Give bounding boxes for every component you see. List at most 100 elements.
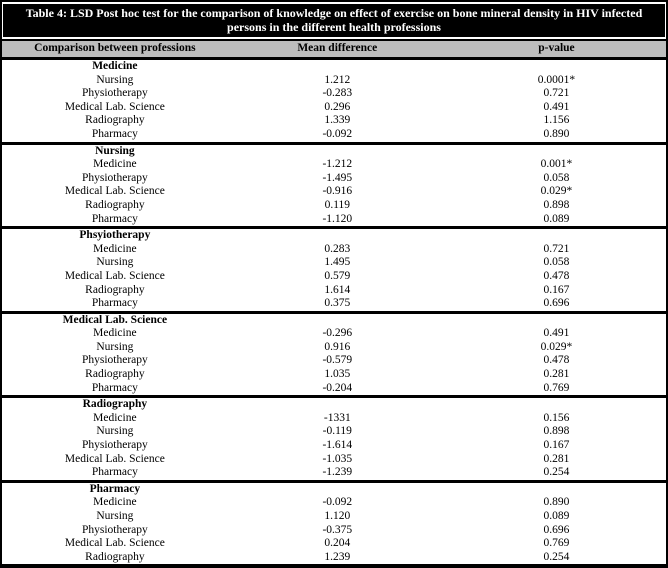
mean-difference-cell: -0.916 [322,185,353,198]
p-value-cell: 0.890 [543,496,570,509]
mean-difference-cell: -0.375 [322,523,353,536]
empty-cell [447,143,666,158]
profession-cell: Medicine [93,158,137,171]
profession-cell: Nursing [96,510,134,522]
profession-cell: Medicine [93,411,137,424]
table-row: Medicine 0.283 0.721 [2,243,666,257]
p-value-cell: 0.029* [540,340,573,353]
table-row: Nursing 0.916 0.029* [2,341,666,355]
profession-section-nursing: Nursing Medicine -1.212 0.001* Physiotherapy… [2,143,666,228]
column-header-row: Comparison between professions Mean diff… [2,39,666,60]
mean-difference-cell: 0.283 [324,242,351,255]
mean-difference-cell: 1.035 [324,368,351,381]
table-row: Pharmacy -0.204 0.769 [2,382,666,397]
group-row: Medicine [2,59,666,74]
p-value-cell: 0.721 [543,87,570,100]
mean-difference-cell: -0.204 [322,381,353,394]
p-value-cell: 0.491 [543,327,570,340]
table-row: Medicine -1.212 0.001* [2,158,666,172]
mean-difference-cell: 0.375 [324,297,351,310]
mean-difference-cell: 1.614 [324,283,351,296]
table-row: Medical Lab. Science 0.296 0.491 [2,101,666,115]
empty-cell [447,228,666,243]
table-row: Nursing 1.495 0.058 [2,256,666,270]
p-value-cell: 0.281 [543,368,570,381]
mean-difference-cell: -0.283 [322,87,353,100]
profession-cell: Physiotherapy [81,354,148,367]
table-row: Medicine -0.092 0.890 [2,496,666,510]
table-row: Medical Lab. Science 0.579 0.478 [2,270,666,284]
mean-difference-cell: 0.579 [324,269,351,282]
profession-cell: Medical Lab. Science [64,100,165,113]
table-row: Radiography 1.035 0.281 [2,368,666,382]
profession-cell: Medicine [93,496,137,509]
mean-difference-cell: -1331 [323,411,351,424]
profession-cell: Medical Lab. Science [64,185,165,198]
profession-cell: Radiography [85,550,145,563]
empty-cell [447,481,666,496]
p-value-cell: 0.089 [543,212,570,225]
col-header-mean-difference: Mean difference [227,39,447,60]
profession-cell: Physiotherapy [81,171,148,184]
table-row: Nursing -0.119 0.898 [2,425,666,439]
empty-cell [447,59,666,74]
profession-cell: Pharmacy [91,212,138,225]
table-row: Nursing 1.120 0.089 [2,510,666,524]
table-row: Radiography 0.119 0.898 [2,199,666,213]
p-value-cell: 0.089 [543,510,570,522]
p-value-cell: 0.769 [543,537,570,550]
p-value-cell: 0.478 [543,354,570,367]
col-header-comparison: Comparison between professions [2,39,228,60]
profession-cell: Medical Lab. Science [64,452,165,465]
p-value-cell: 0.696 [543,523,570,536]
mean-difference-cell: 1.239 [324,550,351,563]
empty-cell [228,59,447,74]
p-value-cell: 0.058 [543,256,570,269]
profession-cell: Physiotherapy [81,87,148,100]
p-value-cell: 0.167 [543,439,570,452]
profession-cell: Pharmacy [91,297,138,310]
mean-difference-cell: 0.916 [324,340,351,353]
group-row: Medical Lab. Science [2,312,666,327]
table-title-line-2: persons in the different health professi… [227,20,441,34]
profession-cell: Pharmacy [91,127,138,140]
profession-section-radiography: Radiography Medicine -1331 0.156 Nursing -0.1… [2,396,666,482]
p-value-cell: 0.167 [543,283,570,296]
profession-cell: Radiography [85,283,145,296]
table-row: Pharmacy -0.092 0.890 [2,128,666,143]
group-label: Pharmacy [89,482,141,495]
table-row: Radiography 1.614 0.167 [2,284,666,298]
table-title: Table 4: LSD Post hoc test for the compa… [3,4,665,37]
profession-section-medicine: Medicine Nursing 1.212 0.0001* Physiotherapy… [2,58,666,144]
table-title-line-1: Table 4: LSD Post hoc test for the compa… [25,6,643,20]
profession-section-pharmacy: Pharmacy Medicine -0.092 0.890 Nursing 1.120 0… [2,481,666,566]
p-value-cell: 1.156 [543,114,570,127]
empty-cell [228,228,447,243]
group-label: Radiography [82,398,148,411]
profession-cell: Medicine [93,242,137,255]
table-row: Physiotherapy -1.495 0.058 [2,172,666,186]
empty-cell [228,397,447,412]
table-row: Physiotherapy -1.614 0.167 [2,439,666,453]
p-value-cell: 0.029* [540,185,573,198]
p-value-cell: 0.254 [543,466,570,479]
lsd-posthoc-table: Comparison between professions Mean diff… [2,39,666,566]
p-value-cell: 0.281 [543,452,570,465]
table-row: Radiography 1.339 1.156 [2,114,666,128]
profession-section-phsyiotherapy: Phsyiotherapy Medicine 0.283 0.721 Nursing 1.… [2,227,666,313]
p-value-cell: 0.478 [543,269,570,282]
p-value-cell: 0.001* [540,158,573,171]
mean-difference-cell: 0.204 [324,537,351,550]
mean-difference-cell: 1.212 [324,73,351,86]
mean-difference-cell: -1.035 [322,452,353,465]
mean-difference-cell: -0.579 [322,354,353,367]
profession-cell: Medical Lab. Science [64,269,165,282]
mean-difference-cell: -1.120 [322,212,353,225]
empty-cell [228,312,447,327]
group-row: Pharmacy [2,481,666,496]
profession-cell: Nursing [96,425,134,438]
table-row: Radiography 1.239 0.254 [2,551,666,566]
p-value-cell: 0.890 [543,127,570,140]
mean-difference-cell: 1.495 [324,256,351,269]
group-row: Nursing [2,143,666,158]
